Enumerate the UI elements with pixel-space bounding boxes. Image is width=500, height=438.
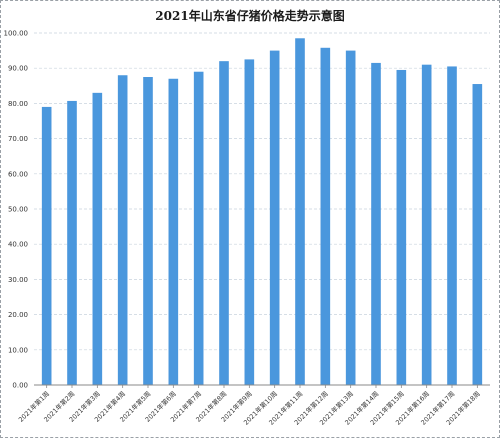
y-tick-label: 10.00: [8, 346, 28, 354]
bar: [345, 50, 356, 385]
x-axis: [34, 384, 490, 388]
bar: [371, 62, 381, 386]
bar: [219, 61, 229, 385]
y-tick-label: 90.00: [8, 65, 28, 73]
y-tick-label: 40.00: [8, 241, 28, 249]
y-tick-label: 100.00: [4, 30, 29, 38]
y-tick-label: 30.00: [8, 276, 28, 284]
y-tick-label: 70.00: [8, 135, 28, 143]
bar: [168, 78, 179, 385]
bar-series: [41, 38, 483, 386]
bar: [193, 71, 204, 385]
bar: [472, 84, 483, 385]
bar: [396, 69, 407, 386]
y-tick-label: 20.00: [8, 311, 28, 319]
y-axis-ticks: 0.00 10.00 20.00 30.00 40.00 50.00 60.00 70.00 8…: [4, 30, 29, 390]
y-tick-label: 60.00: [8, 170, 28, 178]
x-axis-labels: 2021年第1周2021年第2周2021年第3周2021年第4周2021年第5周…: [16, 389, 481, 427]
chart-title: 2021年山东省仔猪价格走势示意图: [155, 9, 345, 23]
bar: [421, 64, 432, 386]
bar: [117, 75, 128, 386]
bar: [447, 66, 457, 385]
bar: [320, 47, 331, 386]
bar: [143, 77, 153, 385]
bar: [41, 106, 52, 386]
bar: [92, 92, 103, 385]
bar: [244, 59, 255, 386]
y-tick-label: 0.00: [12, 382, 28, 390]
bar: [269, 50, 280, 385]
bar: [67, 100, 77, 385]
bar: [295, 38, 305, 385]
y-tick-label: 80.00: [8, 100, 28, 108]
y-tick-label: 50.00: [8, 206, 28, 214]
grid-lines: [34, 32, 490, 351]
